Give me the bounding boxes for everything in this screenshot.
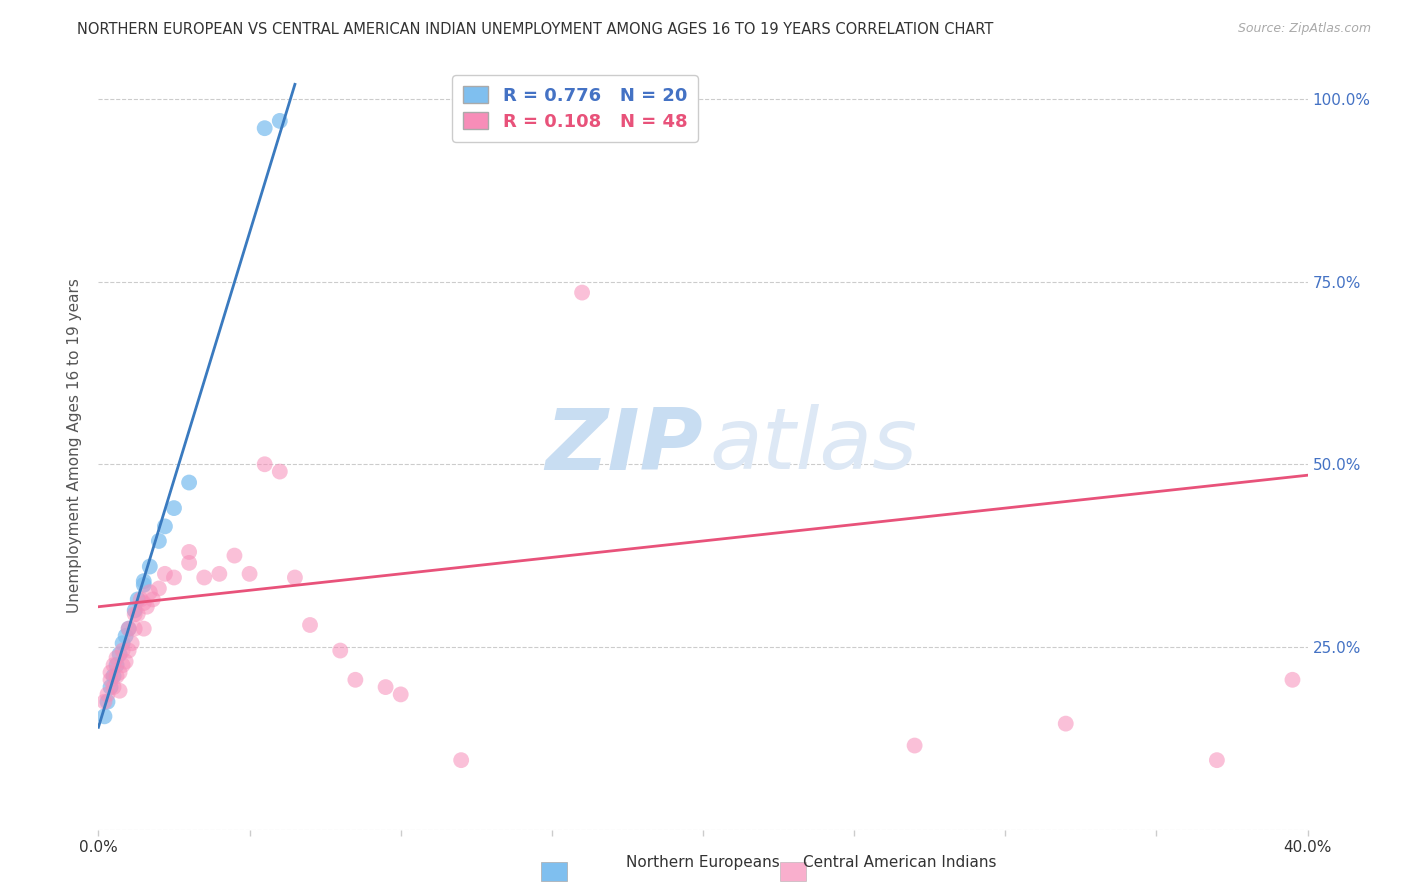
Point [124,603,146,617]
Point [269,465,291,479]
Text: ZIP: ZIP [546,404,703,488]
Point [111,636,134,650]
Point [344,673,367,687]
Point [132,574,155,589]
Point [108,665,131,680]
Point [284,570,307,584]
Point [148,533,170,548]
Point [96,687,118,701]
Point [374,680,396,694]
Point [103,680,125,694]
Point [1281,673,1303,687]
Point [239,566,262,581]
Point [121,636,143,650]
Point [269,114,291,128]
Point [103,658,125,673]
Point [111,658,134,673]
Text: Source: ZipAtlas.com: Source: ZipAtlas.com [1237,22,1371,36]
Point [132,578,155,592]
Point [105,669,128,683]
Text: NORTHERN EUROPEAN VS CENTRAL AMERICAN INDIAN UNEMPLOYMENT AMONG AGES 16 TO 19 YE: NORTHERN EUROPEAN VS CENTRAL AMERICAN IN… [77,22,994,37]
Point [103,669,125,683]
Point [1206,753,1229,767]
Point [153,566,176,581]
Point [100,680,122,694]
Point [100,673,122,687]
Point [108,647,131,661]
Point [96,695,118,709]
Point [389,687,412,701]
Point [111,643,134,657]
Point [179,556,201,570]
Point [105,651,128,665]
Point [132,622,155,636]
Point [904,739,927,753]
Point [118,643,141,657]
Text: Central American Indians: Central American Indians [803,855,997,870]
Point [148,582,170,596]
Text: Northern Europeans: Northern Europeans [626,855,780,870]
Point [142,592,165,607]
Point [450,753,472,767]
Point [132,596,155,610]
Point [93,709,115,723]
Point [93,695,115,709]
Point [127,607,149,621]
Text: atlas: atlas [709,404,917,488]
Point [253,457,276,471]
Point [208,566,231,581]
Point [114,655,136,669]
Point [118,622,141,636]
Point [105,658,128,673]
Legend: R = 0.776   N = 20, R = 0.108   N = 48: R = 0.776 N = 20, R = 0.108 N = 48 [453,75,697,142]
Point [139,585,162,599]
Point [108,683,131,698]
Point [179,545,201,559]
Point [253,121,276,136]
Point [129,592,152,607]
Point [163,501,186,516]
Point [127,592,149,607]
Point [1054,716,1077,731]
Point [163,570,186,584]
Point [135,599,157,614]
Point [114,629,136,643]
Point [193,570,215,584]
Point [179,475,201,490]
Point [153,519,176,533]
Point [571,285,593,300]
Point [124,622,146,636]
Point [139,559,162,574]
Point [100,665,122,680]
Point [329,643,352,657]
Point [124,607,146,621]
Y-axis label: Unemployment Among Ages 16 to 19 years: Unemployment Among Ages 16 to 19 years [67,278,83,614]
Point [118,622,141,636]
Point [224,549,246,563]
Point [299,618,322,632]
